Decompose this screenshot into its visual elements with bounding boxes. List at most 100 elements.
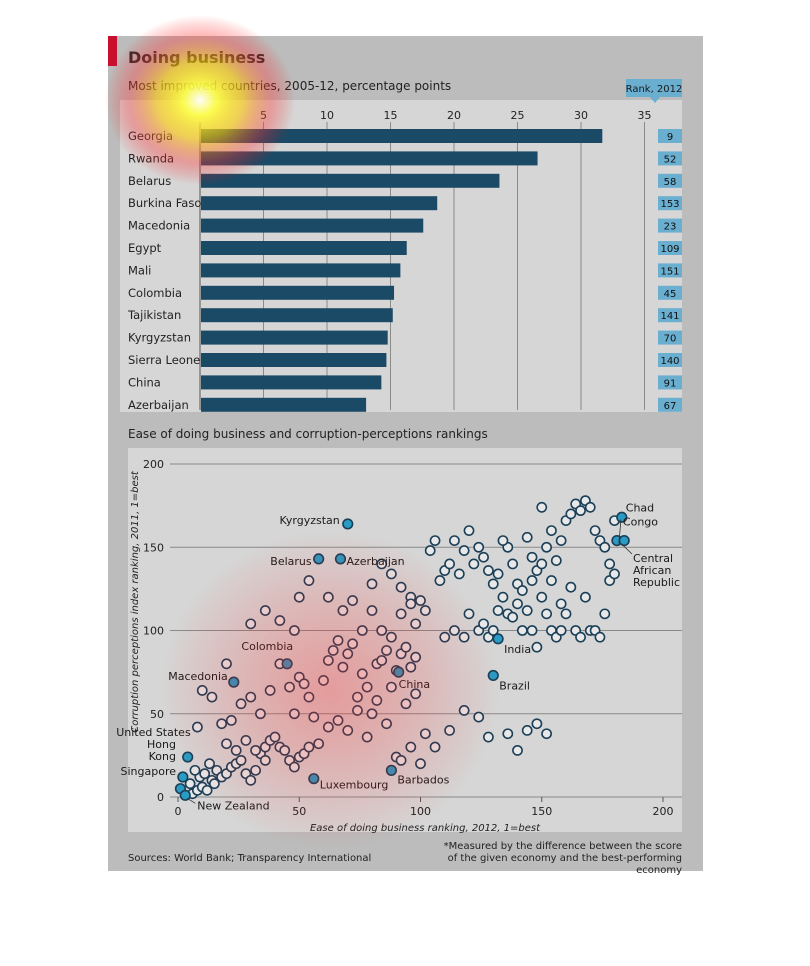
scatter-point (337, 605, 349, 616)
rank-box (658, 397, 682, 412)
scatter-point (594, 631, 606, 643)
scatter-point (313, 738, 325, 750)
scatter-point-highlighted (342, 518, 354, 530)
scatter-point-highlighted (177, 771, 189, 783)
scatter-point (458, 631, 470, 643)
scatter-point (458, 705, 470, 716)
rank-value: 153 (660, 199, 679, 210)
bar (201, 330, 388, 345)
scatter-point (191, 721, 203, 733)
scatter-x-tick-label: 0 (175, 805, 182, 818)
scatter-point (526, 625, 538, 636)
bar (201, 375, 382, 390)
scatter-point (453, 568, 465, 580)
scatter-point (279, 744, 291, 756)
scatter-point (599, 541, 611, 553)
scatter-point (482, 731, 494, 743)
bar-x-tick-label: 30 (574, 109, 588, 122)
scatter-point (204, 758, 215, 770)
bar-category-label: Azerbaijan (128, 398, 189, 412)
scatter-point (342, 648, 354, 660)
scatter-point (410, 618, 422, 630)
scatter-point (303, 741, 315, 753)
bar-category-label: Egypt (128, 241, 162, 255)
scatter-point (342, 725, 354, 736)
scatter-point (449, 625, 460, 636)
scatter-point (381, 718, 392, 730)
bar-category-label: Kyrgyzstan (128, 331, 191, 345)
scatter-point (221, 738, 232, 750)
bar-category-label: Macedonia (128, 219, 190, 233)
scatter-point (352, 691, 363, 703)
scatter-point (458, 545, 470, 556)
rank-box (658, 151, 682, 166)
scatter-point (274, 615, 286, 626)
rank-header-box (626, 79, 682, 97)
scatter-point (541, 608, 552, 620)
scatter-point-highlighted (182, 751, 194, 763)
scatter-point (580, 591, 591, 603)
rank-box (658, 263, 682, 278)
scatter-point (376, 625, 388, 636)
scatter-point (356, 625, 368, 636)
scatter-point (322, 721, 334, 733)
scatter-point (487, 578, 499, 590)
scatter-point (439, 631, 451, 643)
scatter-point (546, 575, 557, 586)
bar (201, 129, 603, 143)
rank-header-pointer (650, 97, 660, 103)
scatter-point (322, 591, 334, 603)
point-label: Macedonia (168, 670, 228, 683)
rank-box (658, 330, 682, 345)
scatter-point (531, 641, 543, 653)
point-label: New Zealand (197, 799, 269, 812)
rank-box (658, 173, 682, 188)
point-label: Hong Kong (147, 738, 176, 763)
bar-category-label: Tajikistan (127, 308, 181, 322)
sources-note: Sources: World Bank; Transparency Intern… (128, 853, 372, 864)
scatter-y-tick-label: 50 (150, 708, 164, 721)
scatter-point (327, 645, 339, 656)
scatter-point (434, 575, 446, 586)
scatter-point (395, 608, 407, 620)
scatter-point (332, 635, 344, 646)
scatter-point (240, 734, 252, 746)
scatter-point (536, 591, 548, 603)
scatter-point (492, 605, 504, 616)
scatter-point (516, 625, 528, 636)
point-label: Congo (623, 516, 658, 529)
rank-value: 70 (664, 334, 677, 345)
scatter-point (337, 661, 349, 673)
scatter-point (385, 681, 397, 693)
scatter-point (555, 625, 567, 636)
bar-category-label: China (128, 375, 161, 389)
scatter-point (536, 558, 548, 570)
scatter-point (449, 535, 460, 546)
rank-value: 141 (660, 311, 679, 322)
scatter-point (318, 675, 329, 686)
scatter-point (381, 645, 392, 656)
point-label: China (399, 678, 430, 691)
bar-x-tick-label: 20 (447, 109, 461, 122)
scatter-point (555, 598, 567, 610)
scatter-point (536, 501, 548, 513)
scatter-point (478, 551, 489, 563)
scatter-x-tick-label: 50 (292, 805, 306, 818)
scatter-point (419, 728, 431, 740)
scatter-point (259, 754, 271, 766)
scatter-point (575, 631, 586, 643)
scatter-point (245, 618, 257, 630)
scatter-point (395, 754, 407, 766)
scatter-point (230, 744, 242, 756)
bar (201, 263, 401, 278)
rank-value: 52 (664, 154, 677, 165)
rank-value: 67 (664, 401, 677, 412)
scatter-point (405, 598, 417, 610)
scatter-point (308, 711, 320, 723)
point-label: Belarus (270, 555, 312, 568)
scatter-point (400, 641, 412, 653)
point-label: Kyrgyzstan (279, 514, 339, 527)
scatter-point (405, 661, 417, 673)
scatter-point (502, 728, 514, 740)
